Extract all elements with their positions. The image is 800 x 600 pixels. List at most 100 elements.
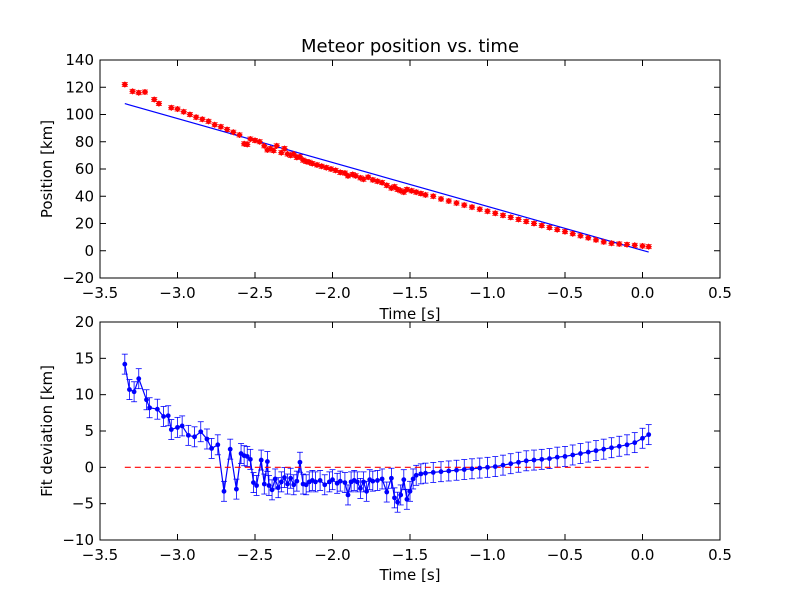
position-data-point [192,113,200,121]
deviation-data-point [508,461,514,467]
position-data-point [592,236,600,244]
deviation-data-point [413,472,419,478]
deviation-data-point [131,389,137,395]
position-data-point [584,234,592,242]
deviation-data-point [288,475,294,481]
position-ticks: −3.5 −3.0 −2.5 −2.0 −1.5 −1.0 −0.5 0.0 0.5 −20 0 20… [62,51,732,302]
deviation-data-point [185,432,191,438]
deviation-y-tick-label: 20 [75,313,94,331]
position-data-point [615,240,623,248]
position-x-tick-label: −2.5 [237,284,273,302]
position-data-point [141,88,149,96]
position-data-point [236,131,243,139]
position-data-point [305,158,313,166]
position-data-point [260,142,268,150]
position-data-point [332,167,339,174]
deviation-data-point [272,476,278,482]
deviation-y-tick-label: −10 [62,531,94,549]
deviation-data-point [454,467,459,473]
position-data-point [468,203,476,211]
deviation-data-point [215,442,221,448]
deviation-data-point [407,488,413,494]
position-data-point [460,201,468,209]
deviation-data-point [282,475,287,480]
deviation-data-point [358,486,363,491]
position-data-point [553,226,561,233]
position-data-point [299,156,307,164]
position-data-point [205,117,212,125]
position-data-point [499,211,507,219]
deviation-x-tick-label: −1.0 [469,546,505,564]
position-data-point [394,186,401,193]
deviation-data-point [234,486,239,492]
deviation-chart: −3.5 −3.0 −2.5 −2.0 −1.5 −1.0 −0.5 0.0 0.5 −10 −5 0… [38,313,732,584]
position-data-point [167,104,175,112]
position-data-point [277,149,285,157]
deviation-data-point [294,478,300,484]
deviation-data-point [477,465,483,471]
deviation-data-point [379,476,385,482]
position-data-point [360,175,367,183]
deviation-data-point [275,485,281,491]
deviation-y-tick-label: 0 [84,458,94,476]
deviation-data-point [384,489,390,495]
position-data-point [383,181,391,189]
deviation-data-point [430,470,436,475]
position-data-point [211,121,219,129]
deviation-data-point [209,446,215,451]
deviation-y-tick-label: 15 [75,349,94,367]
deviation-data-point [404,496,410,502]
position-data-point [515,216,522,223]
deviation-data-point [500,462,506,468]
position-data-point [243,141,251,148]
position-x-tick-label: −1.5 [392,284,428,302]
deviation-data-point [221,488,227,494]
deviation-data-point [198,429,204,435]
deviation-data-point [297,459,303,465]
deviation-data-point [398,492,404,498]
position-data-point [256,138,264,146]
deviation-data-point [127,387,132,392]
deviation-data-point [337,478,343,484]
deviation-data-point [258,457,264,463]
deviation-data-point [423,470,428,476]
position-data-point [290,150,298,158]
deviation-data-point [144,397,149,403]
deviation-data-point [585,449,591,455]
deviation-data-point [261,481,267,487]
deviation-data-point [554,454,560,460]
position-y-tick-label: 80 [75,133,94,151]
position-data-point [422,191,429,199]
deviation-data-point [446,468,452,474]
deviation-data-point [278,479,284,485]
deviation-data-point [251,480,256,485]
deviation-data-point [247,456,253,462]
deviation-data-point [254,483,259,488]
position-y-tick-label: 140 [65,51,94,69]
deviation-data-point [227,446,233,452]
deviation-data-point [244,454,250,459]
position-data-point [546,224,553,231]
position-chart: −3.5 −3.0 −2.5 −2.0 −1.5 −1.0 −0.5 0.0 0.5 −20 0 20… [38,36,732,323]
deviation-data-point [609,445,614,451]
position-data-point [155,100,163,107]
deviation-y-tick-label: −5 [72,495,94,513]
deviation-x-tick-label: −1.5 [392,546,428,564]
deviation-data-point [291,482,297,488]
position-data-point [507,214,515,221]
position-x-tick-label: 0.5 [708,284,732,302]
position-data-point [403,186,411,193]
deviation-data-point [624,442,630,448]
position-x-axis-label: Time [s] [379,305,441,323]
position-data-point [129,87,136,95]
deviation-data-point [168,427,174,432]
position-data-point [313,161,321,169]
deviation-data-point [361,479,366,485]
position-data-point [484,207,491,215]
deviation-x-tick-label: 0.5 [708,546,732,564]
deviation-data-point [303,482,309,488]
deviation-data-point [175,424,180,430]
deviation-data-point [354,479,360,485]
position-data-point [180,108,188,116]
deviation-x-tick-label: −2.0 [314,546,350,564]
